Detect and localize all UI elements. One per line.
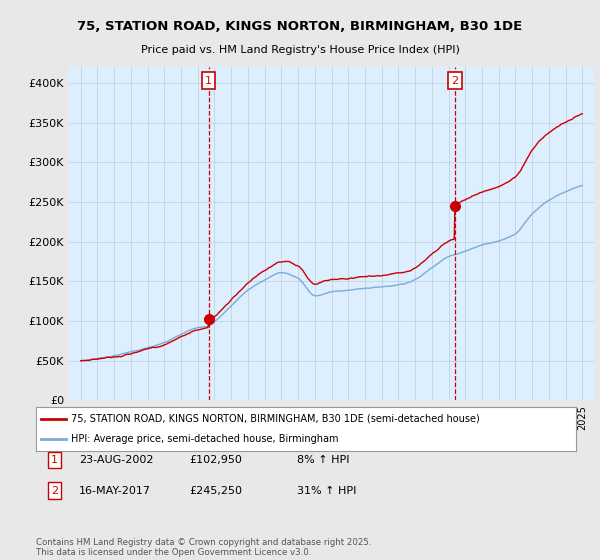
Text: 1: 1	[205, 76, 212, 86]
Text: 75, STATION ROAD, KINGS NORTON, BIRMINGHAM, B30 1DE: 75, STATION ROAD, KINGS NORTON, BIRMINGH…	[77, 20, 523, 32]
Text: 2: 2	[51, 486, 58, 496]
Text: HPI: Average price, semi-detached house, Birmingham: HPI: Average price, semi-detached house,…	[71, 434, 338, 444]
Text: 16-MAY-2017: 16-MAY-2017	[79, 486, 151, 496]
Text: Price paid vs. HM Land Registry's House Price Index (HPI): Price paid vs. HM Land Registry's House …	[140, 45, 460, 55]
Text: 2: 2	[451, 76, 458, 86]
Text: 1: 1	[51, 455, 58, 465]
Text: 8% ↑ HPI: 8% ↑ HPI	[297, 455, 349, 465]
Text: £245,250: £245,250	[189, 486, 242, 496]
Text: Contains HM Land Registry data © Crown copyright and database right 2025.
This d: Contains HM Land Registry data © Crown c…	[36, 538, 371, 557]
Text: £102,950: £102,950	[189, 455, 242, 465]
Text: 75, STATION ROAD, KINGS NORTON, BIRMINGHAM, B30 1DE (semi-detached house): 75, STATION ROAD, KINGS NORTON, BIRMINGH…	[71, 414, 480, 424]
Text: 31% ↑ HPI: 31% ↑ HPI	[297, 486, 356, 496]
Text: 23-AUG-2002: 23-AUG-2002	[79, 455, 154, 465]
